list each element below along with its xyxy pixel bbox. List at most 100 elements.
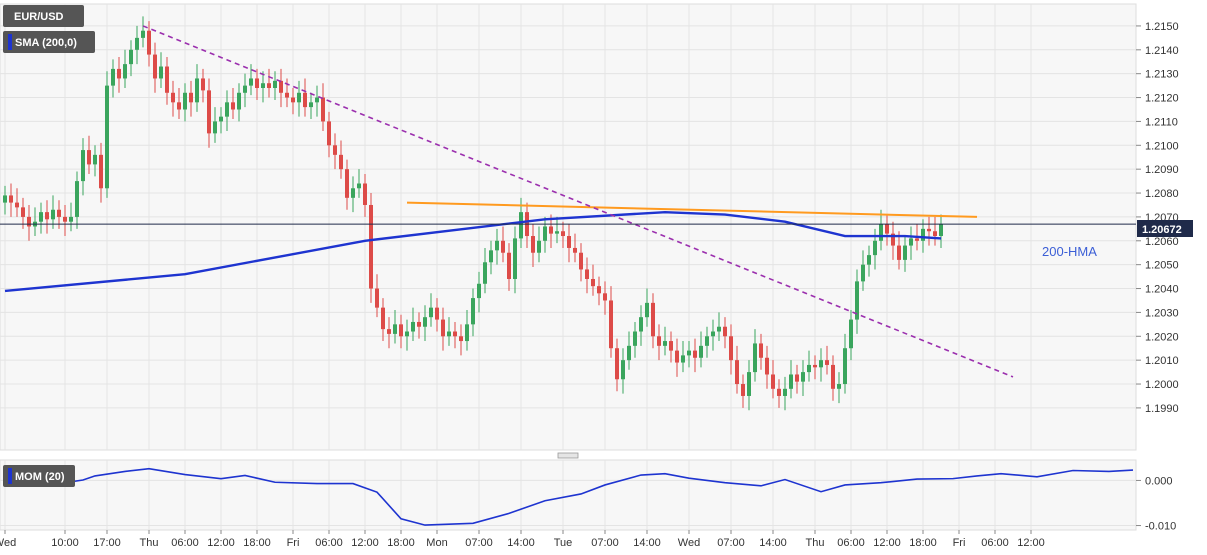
candle-body [729,336,733,361]
candle-body [699,345,703,358]
x-tick-label: 12:00 [351,537,379,549]
x-tick-label: Tue [554,537,573,549]
candle-body [765,357,769,375]
candle-body [387,329,391,334]
candle-body [873,240,877,256]
candle-body [807,364,811,373]
candle-body [249,78,253,86]
candle-body [147,30,151,55]
candle-body [267,83,271,89]
candle-body [513,238,517,279]
candle-body [705,336,709,346]
candle-body [843,348,847,385]
x-tick-label: Wed [0,537,16,549]
candle-body [519,212,523,239]
candle-body [825,360,829,365]
y-tick-label: 1.2090 [1145,164,1179,176]
candle-body [417,321,421,327]
candle-body [657,336,661,346]
resistance-trendline [406,201,978,218]
y-tick-label: 1.2020 [1145,331,1179,343]
candle-body [639,317,643,332]
candle-body [921,228,925,241]
candle-body [327,121,331,146]
candle-body [651,302,655,337]
candle-body [375,288,379,308]
y-tick-label: 1.2060 [1145,236,1179,248]
candle-body [255,78,259,89]
current-price-label: 1.20672 [1142,224,1182,236]
momentum-line [4,467,1134,526]
symbol-badge[interactable] [3,5,84,27]
candle-body [615,348,619,380]
candle-body [933,231,937,237]
candle-body [63,216,67,222]
candle-body [915,238,919,241]
candle-body [81,150,85,182]
candle-body [453,331,457,337]
candle-body [405,331,409,337]
candle-body [897,245,901,260]
x-tick-label: 07:00 [591,537,619,549]
candle-body [465,324,469,342]
candle-body [783,388,787,396]
x-tick-label: Thu [140,537,159,549]
candle-body [207,90,211,134]
candle-body [489,250,493,263]
candle-body [531,236,535,253]
mom-color-swatch [8,468,12,484]
candle-body [3,195,7,203]
candle-body [663,341,667,346]
candle-body [399,324,403,337]
candle-body [243,85,247,93]
pane-divider-handle[interactable] [557,452,579,459]
candle-body [789,374,793,389]
candle-body [75,181,79,217]
candle-body [339,154,343,170]
candle-body [165,66,169,93]
candle-body [795,374,799,382]
candle-body [483,262,487,284]
candle-body [669,341,673,351]
candle-body [939,224,943,237]
y-tick-label: 1.2050 [1145,260,1179,272]
candle-body [279,80,283,93]
candle-body [51,209,55,220]
candle-body [567,236,571,248]
candle-body [813,364,817,368]
candle-body [57,209,61,217]
candle-body [507,252,511,279]
candle-body [777,388,781,396]
mom-badge[interactable] [3,465,75,487]
sma-badge[interactable] [3,31,95,53]
sma-label: SMA (200,0) [15,37,77,49]
candle-body [603,293,607,301]
price-plot-area [0,3,1137,451]
candle-body [471,298,475,325]
candle-body [867,255,871,265]
symbol-label: EUR/USD [14,11,64,23]
candle-body [285,92,289,98]
candle-body [189,92,193,103]
candle-body [393,324,397,334]
candle-body [411,321,415,332]
x-tick-label: Wed [678,537,700,549]
x-tick-label: 17:00 [93,537,121,549]
mom-y-tick-label: -0.010 [1145,521,1176,533]
candle-body [903,245,907,260]
candle-body [591,278,595,287]
x-tick-label: 06:00 [171,537,199,549]
candle-body [321,97,325,122]
candle-body [561,231,565,237]
mom-y-tick-label: 0.000 [1145,475,1173,487]
candle-body [315,97,319,103]
candle-body [27,216,31,227]
candle-body [627,345,631,361]
candle-body [723,326,727,337]
candle-body [87,150,91,165]
candle-body [633,331,637,346]
candle-body [363,183,367,205]
x-tick-label: 06:00 [981,537,1009,549]
x-tick-label: 18:00 [909,537,937,549]
